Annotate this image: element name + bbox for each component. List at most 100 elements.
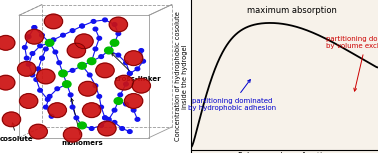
- Circle shape: [61, 72, 65, 75]
- Circle shape: [139, 49, 144, 52]
- Circle shape: [87, 58, 96, 65]
- X-axis label: Polymer volume fraction: Polymer volume fraction: [237, 152, 332, 153]
- Circle shape: [25, 29, 43, 44]
- Circle shape: [20, 94, 38, 108]
- Circle shape: [99, 105, 104, 109]
- Circle shape: [45, 39, 54, 46]
- Circle shape: [40, 56, 44, 60]
- Circle shape: [131, 108, 136, 112]
- Circle shape: [40, 33, 44, 37]
- Circle shape: [120, 127, 124, 130]
- Circle shape: [127, 72, 132, 75]
- Circle shape: [34, 78, 39, 81]
- Circle shape: [36, 67, 40, 71]
- Circle shape: [51, 38, 56, 42]
- Circle shape: [124, 94, 143, 108]
- Circle shape: [124, 61, 128, 65]
- Circle shape: [110, 39, 119, 46]
- Circle shape: [48, 103, 67, 118]
- Text: monomers: monomers: [61, 99, 103, 146]
- Circle shape: [103, 116, 107, 120]
- Circle shape: [78, 122, 86, 129]
- Circle shape: [44, 14, 63, 29]
- Circle shape: [43, 47, 48, 51]
- Circle shape: [89, 59, 94, 63]
- Circle shape: [38, 44, 42, 48]
- Circle shape: [87, 73, 92, 77]
- Circle shape: [30, 52, 35, 55]
- Circle shape: [64, 127, 82, 142]
- Circle shape: [23, 46, 27, 49]
- Circle shape: [97, 36, 102, 40]
- Circle shape: [80, 64, 84, 68]
- Circle shape: [93, 84, 98, 88]
- Circle shape: [29, 124, 47, 139]
- Circle shape: [89, 127, 94, 130]
- Circle shape: [109, 17, 127, 32]
- Circle shape: [116, 99, 121, 103]
- Circle shape: [118, 93, 122, 97]
- Circle shape: [107, 49, 111, 52]
- Circle shape: [26, 62, 31, 66]
- Circle shape: [93, 47, 98, 51]
- Circle shape: [47, 95, 52, 98]
- Circle shape: [124, 51, 143, 65]
- Circle shape: [75, 34, 93, 49]
- Circle shape: [96, 63, 114, 78]
- Circle shape: [127, 72, 132, 75]
- Circle shape: [115, 75, 133, 90]
- Circle shape: [59, 70, 67, 77]
- Circle shape: [80, 24, 84, 28]
- Circle shape: [61, 72, 65, 75]
- Circle shape: [65, 82, 69, 86]
- Circle shape: [0, 35, 15, 50]
- Circle shape: [79, 81, 97, 96]
- Circle shape: [112, 41, 117, 45]
- Circle shape: [26, 35, 31, 39]
- Circle shape: [112, 23, 117, 26]
- Circle shape: [0, 75, 15, 90]
- Circle shape: [78, 62, 86, 69]
- Circle shape: [37, 69, 55, 84]
- Circle shape: [63, 81, 71, 88]
- Text: partitioning dominated
by volume exclusion: partitioning dominated by volume exclusi…: [325, 36, 378, 91]
- Circle shape: [82, 103, 101, 118]
- Circle shape: [32, 26, 37, 29]
- Circle shape: [80, 124, 84, 127]
- Circle shape: [107, 49, 111, 52]
- Circle shape: [105, 47, 113, 54]
- Circle shape: [2, 112, 21, 127]
- Circle shape: [45, 98, 50, 101]
- Text: cross-linker: cross-linker: [112, 53, 161, 82]
- Circle shape: [43, 105, 48, 109]
- Circle shape: [17, 62, 36, 76]
- Circle shape: [112, 108, 117, 112]
- Circle shape: [38, 88, 42, 92]
- Circle shape: [70, 29, 75, 32]
- Circle shape: [116, 53, 121, 57]
- Circle shape: [93, 27, 98, 31]
- Circle shape: [103, 116, 107, 120]
- Circle shape: [40, 56, 44, 60]
- Circle shape: [53, 50, 58, 54]
- Y-axis label: Concentration of hydrophobic cosolute
inside the hydrogel: Concentration of hydrophobic cosolute in…: [175, 12, 188, 141]
- Circle shape: [135, 118, 140, 121]
- Circle shape: [103, 18, 107, 22]
- Circle shape: [61, 33, 65, 37]
- Text: maximum absorption: maximum absorption: [247, 6, 337, 15]
- Circle shape: [99, 124, 104, 127]
- Circle shape: [116, 99, 121, 103]
- Circle shape: [57, 61, 62, 65]
- Circle shape: [70, 69, 75, 72]
- Circle shape: [141, 59, 146, 63]
- Circle shape: [98, 121, 116, 136]
- Circle shape: [70, 105, 75, 109]
- Circle shape: [132, 78, 150, 93]
- Circle shape: [116, 32, 121, 35]
- Circle shape: [99, 55, 104, 58]
- Circle shape: [68, 93, 73, 97]
- Circle shape: [91, 20, 96, 23]
- Circle shape: [30, 73, 35, 77]
- Circle shape: [49, 114, 54, 118]
- Circle shape: [127, 130, 132, 133]
